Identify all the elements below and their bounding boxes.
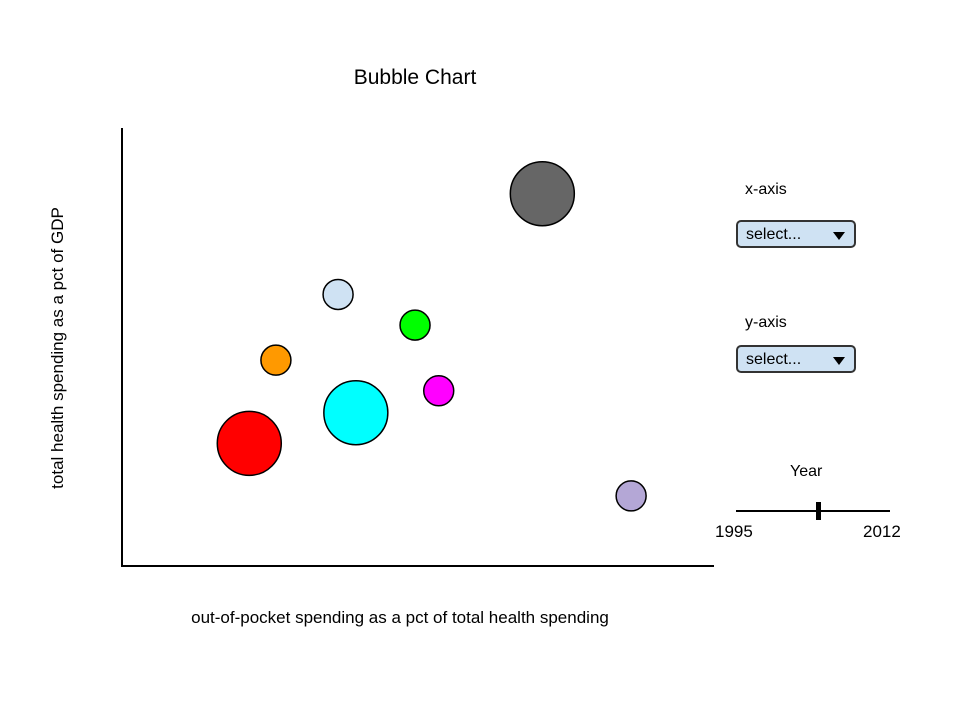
y-axis-select-value: select...	[746, 351, 802, 368]
bubble-4[interactable]	[323, 379, 389, 446]
year-slider-min-label: 1995	[715, 522, 753, 541]
x-axis-control-label: x-axis	[745, 181, 787, 198]
y-axis-label: total health spending as a pct of GDP	[48, 207, 67, 489]
chart-title: Bubble Chart	[353, 66, 477, 89]
bubble-1[interactable]	[216, 410, 283, 477]
x-axis-select-value: select...	[746, 226, 802, 243]
x-axis-label: out-of-pocket spending as a pct of total…	[191, 608, 609, 627]
bubbles-group	[216, 160, 647, 512]
bubble-5[interactable]	[399, 309, 431, 341]
chevron-down-icon	[833, 357, 845, 365]
bubble-8[interactable]	[615, 480, 647, 512]
year-slider-max-label: 2012	[863, 522, 901, 541]
y-axis-select[interactable]: select...	[736, 345, 856, 373]
bubble-6[interactable]	[422, 375, 455, 407]
year-slider-handle[interactable]	[815, 502, 821, 520]
chevron-down-icon	[833, 232, 845, 240]
y-axis-control-label: y-axis	[745, 314, 787, 331]
bubble-2[interactable]	[260, 344, 292, 376]
year-slider-track[interactable]	[736, 510, 890, 512]
bubble-3[interactable]	[322, 278, 354, 311]
x-axis-select[interactable]: select...	[736, 220, 856, 248]
year-slider-label: Year	[790, 463, 823, 480]
bubble-7[interactable]	[509, 160, 576, 227]
